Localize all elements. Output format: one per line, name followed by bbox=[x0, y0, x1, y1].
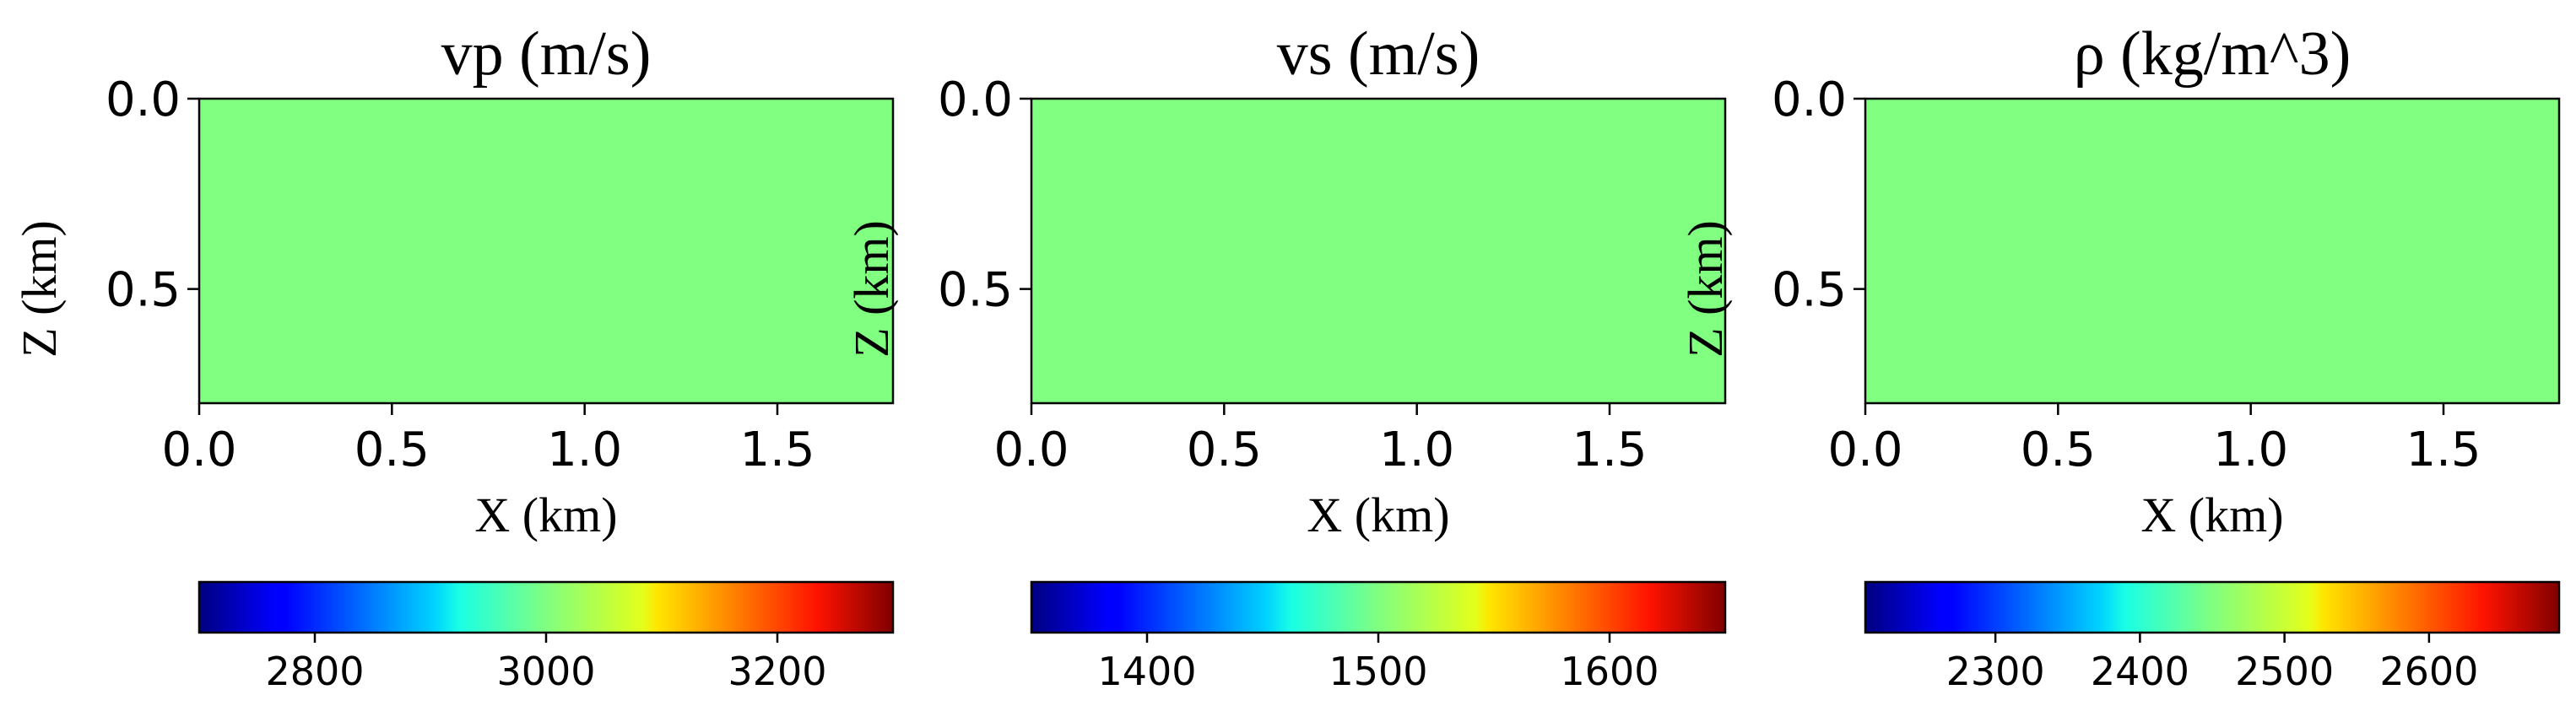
x-tick-label: 0.0 bbox=[161, 423, 236, 477]
x-tick-label: 0.0 bbox=[1827, 423, 1902, 477]
heatmap-field bbox=[1865, 99, 2559, 403]
x-tick-label: 1.0 bbox=[1379, 423, 1454, 477]
y-tick-label: 0.5 bbox=[1772, 263, 1847, 318]
x-tick-label: 0.0 bbox=[993, 423, 1069, 477]
y-axis-label: Z (km) bbox=[844, 220, 899, 358]
colorbar-tick-label: 3000 bbox=[496, 649, 595, 694]
x-tick-label: 1.5 bbox=[1572, 423, 1647, 477]
colorbar-tick-label: 1400 bbox=[1097, 649, 1196, 694]
y-axis-label: Z (km) bbox=[12, 220, 67, 358]
colorbar-tick-label: 2600 bbox=[2379, 649, 2478, 694]
x-tick-label: 1.0 bbox=[2213, 423, 2288, 477]
axes-frame bbox=[1030, 97, 1727, 405]
x-tick-label: 1.0 bbox=[547, 423, 622, 477]
x-tick-label: 0.5 bbox=[354, 423, 430, 477]
colorbar-tick-label: 1600 bbox=[1560, 649, 1659, 694]
colorbar-tick-label: 1500 bbox=[1329, 649, 1427, 694]
y-tick-label: 0.0 bbox=[106, 73, 181, 127]
colorbar-tick-label: 3200 bbox=[728, 649, 826, 694]
x-tick-label: 1.5 bbox=[2406, 423, 2481, 477]
colorbar bbox=[1031, 582, 1725, 633]
y-tick-label: 0.0 bbox=[938, 73, 1013, 127]
colorbar-tick-label: 2400 bbox=[2091, 649, 2189, 694]
x-axis-label: X (km) bbox=[2140, 488, 2283, 542]
axes-frame bbox=[198, 97, 895, 405]
subplot-3: ρ (kg/m^3) 0.0 0.5 1.0 1.5 0.0 0.5 X (km) Z (km)… bbox=[1678, 19, 2561, 694]
subplot-2: vs (m/s) 0.0 0.5 1.0 1.5 0.0 0.5 X (km) Z (km) 14… bbox=[844, 19, 1727, 694]
x-tick-label: 0.5 bbox=[2021, 423, 2096, 477]
colorbar bbox=[1865, 582, 2559, 633]
subplot-1: vp (m/s) 0.0 0.5 1.0 1.5 0.0 0.5 X (km) Z (km) 28… bbox=[12, 19, 895, 694]
heatmap-field bbox=[199, 99, 893, 403]
y-tick-label: 0.0 bbox=[1772, 73, 1847, 127]
y-tick-label: 0.5 bbox=[938, 263, 1013, 318]
colorbar bbox=[199, 582, 893, 633]
axes-frame bbox=[1864, 97, 2561, 405]
colorbar-tick-label: 2300 bbox=[1946, 649, 2045, 694]
x-axis-label: X (km) bbox=[474, 488, 617, 542]
colorbar-tick-label: 2500 bbox=[2235, 649, 2334, 694]
subplot-title: ρ (kg/m^3) bbox=[2074, 19, 2351, 89]
subplot-title: vp (m/s) bbox=[441, 19, 652, 89]
y-tick-label: 0.5 bbox=[106, 263, 181, 318]
y-axis-label: Z (km) bbox=[1678, 220, 1733, 358]
colorbar-tick-label: 2800 bbox=[265, 649, 364, 694]
x-tick-label: 0.5 bbox=[1187, 423, 1262, 477]
colorbar-frame bbox=[1864, 580, 2561, 634]
x-tick-label: 1.5 bbox=[739, 423, 814, 477]
subplot-title: vs (m/s) bbox=[1277, 19, 1480, 89]
x-axis-label: X (km) bbox=[1307, 488, 1449, 542]
heatmap-field bbox=[1031, 99, 1725, 403]
